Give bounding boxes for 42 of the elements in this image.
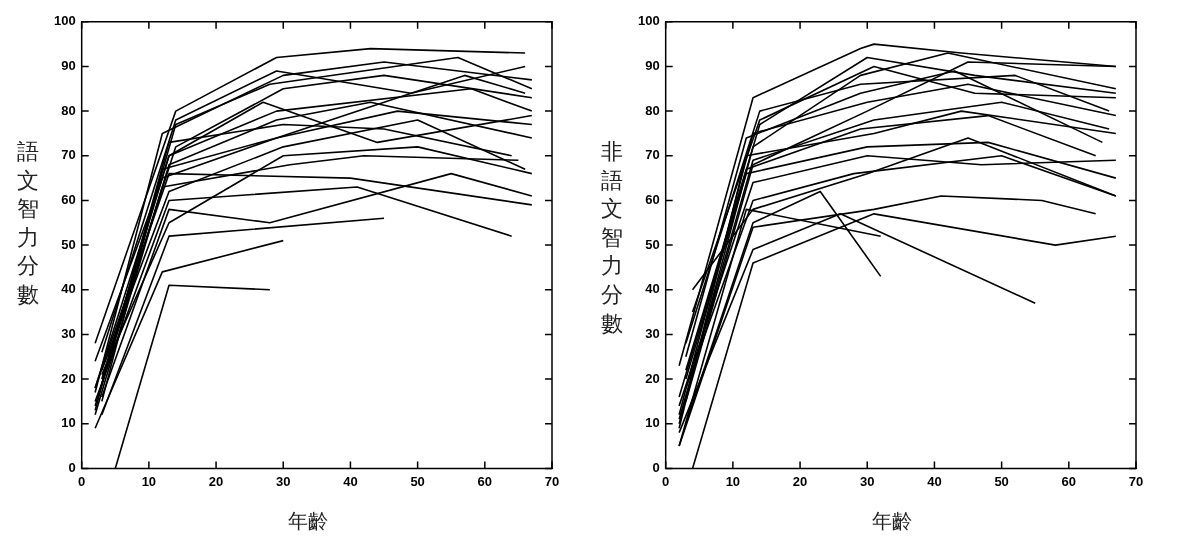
- x-tick-label: 0: [78, 473, 86, 489]
- x-tick-label: 60: [1061, 473, 1077, 489]
- x-tick-label: 70: [544, 473, 560, 489]
- y-axis-title: 非語文智力分數: [600, 138, 624, 338]
- x-axis-title: 年齡: [872, 508, 912, 535]
- y-tick-label: 50: [61, 236, 76, 252]
- y-tick-label: 100: [53, 13, 76, 29]
- y-tick-label: 20: [645, 370, 660, 386]
- y-tick-label: 70: [61, 147, 76, 163]
- x-tick-label: 50: [410, 473, 425, 489]
- y-tick-label: 60: [61, 192, 76, 208]
- y-tick-label: 10: [645, 415, 660, 431]
- y-tick-label: 50: [645, 236, 660, 252]
- y-tick-label: 80: [61, 102, 76, 118]
- x-tick-label: 60: [477, 473, 493, 489]
- y-tick-label: 30: [645, 326, 660, 341]
- y-tick-label: 40: [645, 281, 660, 297]
- x-tick-label: 10: [141, 473, 157, 489]
- x-tick-label: 20: [208, 473, 224, 489]
- y-tick-label: 0: [68, 459, 76, 475]
- y-tick-label: 20: [61, 370, 76, 386]
- y-tick-label: 90: [61, 58, 76, 74]
- x-axis-title: 年齡: [288, 508, 328, 535]
- x-tick-label: 30: [276, 473, 291, 489]
- y-tick-label: 100: [637, 13, 660, 29]
- y-tick-label: 90: [645, 58, 660, 74]
- y-tick-label: 60: [645, 192, 660, 208]
- y-axis-title: 語文智力分數: [16, 138, 40, 309]
- y-tick-label: 0: [652, 459, 660, 475]
- x-tick-label: 20: [792, 473, 808, 489]
- y-tick-label: 40: [61, 281, 76, 297]
- y-tick-label: 30: [61, 326, 76, 341]
- y-tick-label: 70: [645, 147, 660, 163]
- x-tick-label: 30: [860, 473, 875, 489]
- x-tick-label: 70: [1128, 473, 1144, 489]
- x-tick-label: 50: [994, 473, 1009, 489]
- x-tick-label: 40: [343, 473, 358, 489]
- x-tick-label: 40: [927, 473, 942, 489]
- x-tick-label: 0: [662, 473, 670, 489]
- y-tick-label: 10: [61, 415, 76, 431]
- y-tick-label: 80: [645, 102, 660, 118]
- x-tick-label: 10: [725, 473, 741, 489]
